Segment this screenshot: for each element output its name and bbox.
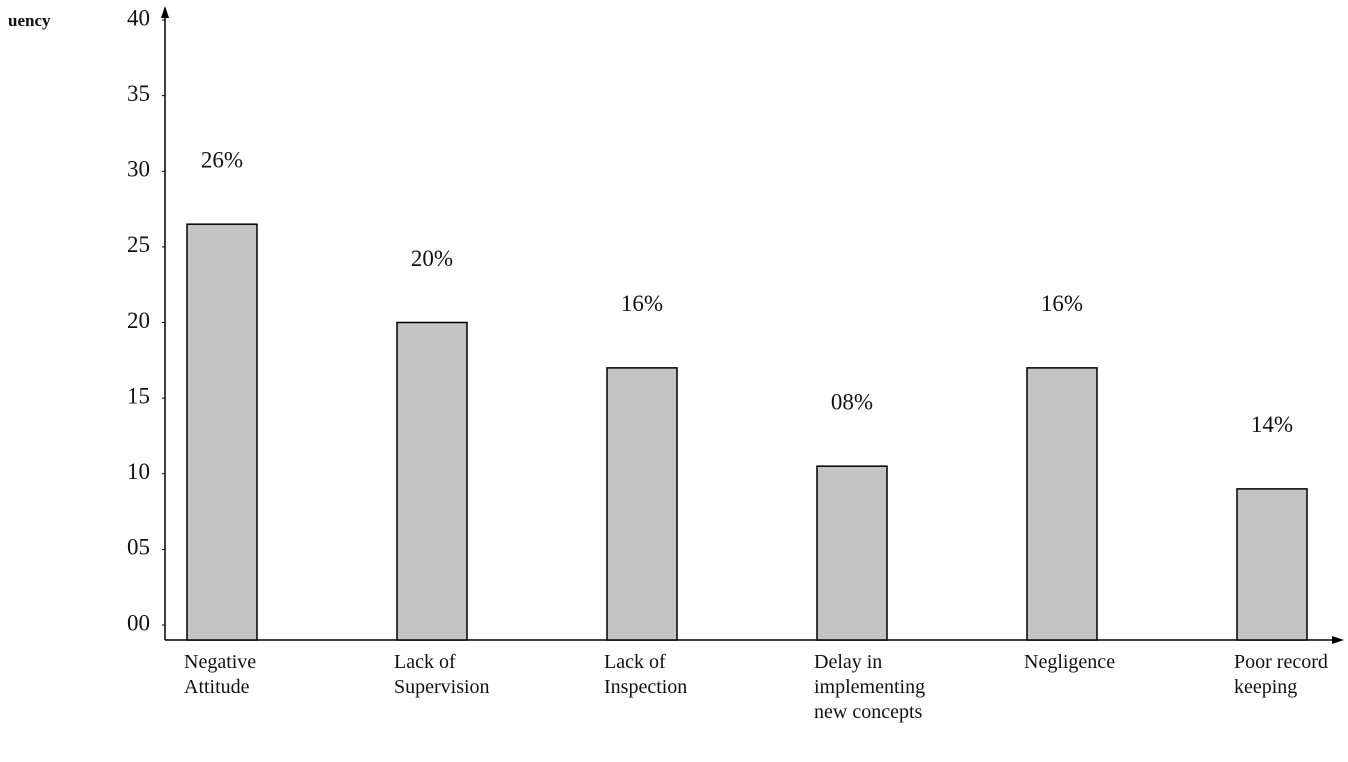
bar-annotation: 08% — [831, 389, 873, 414]
x-tick-label: Lack of Supervision — [394, 651, 490, 698]
y-tick-label: 10 — [127, 459, 150, 484]
y-tick-label: 30 — [127, 157, 150, 182]
y-tick-label: 05 — [127, 535, 150, 560]
y-axis-arrow — [161, 6, 169, 18]
bar-annotation: 26% — [201, 147, 243, 172]
y-axis-label: uency — [8, 11, 51, 30]
y-tick-label: 40 — [127, 5, 150, 30]
bar — [606, 367, 678, 641]
x-tick-label: Poor record keeping — [1234, 651, 1328, 698]
y-tick-label: 35 — [127, 81, 150, 106]
bar — [396, 321, 468, 641]
x-tick-label: Negligence — [1024, 651, 1116, 673]
bar-annotation: 16% — [621, 291, 663, 316]
x-tick-label: Delay in implementing new concepts — [814, 651, 926, 723]
bar — [1236, 488, 1308, 641]
bar-annotation: 16% — [1041, 291, 1083, 316]
bar-annotation: 20% — [411, 246, 453, 271]
bar — [1026, 367, 1098, 641]
bar-annotation: 14% — [1251, 412, 1293, 437]
x-tick-label: Negative Attitude — [184, 651, 257, 698]
y-tick-label: 15 — [127, 383, 150, 408]
y-tick-label: 00 — [127, 610, 150, 635]
bar — [816, 465, 888, 641]
y-tick-label: 25 — [127, 232, 150, 257]
bar — [186, 223, 258, 641]
y-tick-label: 20 — [127, 308, 150, 333]
x-axis-arrow — [1332, 636, 1344, 644]
x-tick-label: Lack of Inspection — [604, 651, 688, 698]
